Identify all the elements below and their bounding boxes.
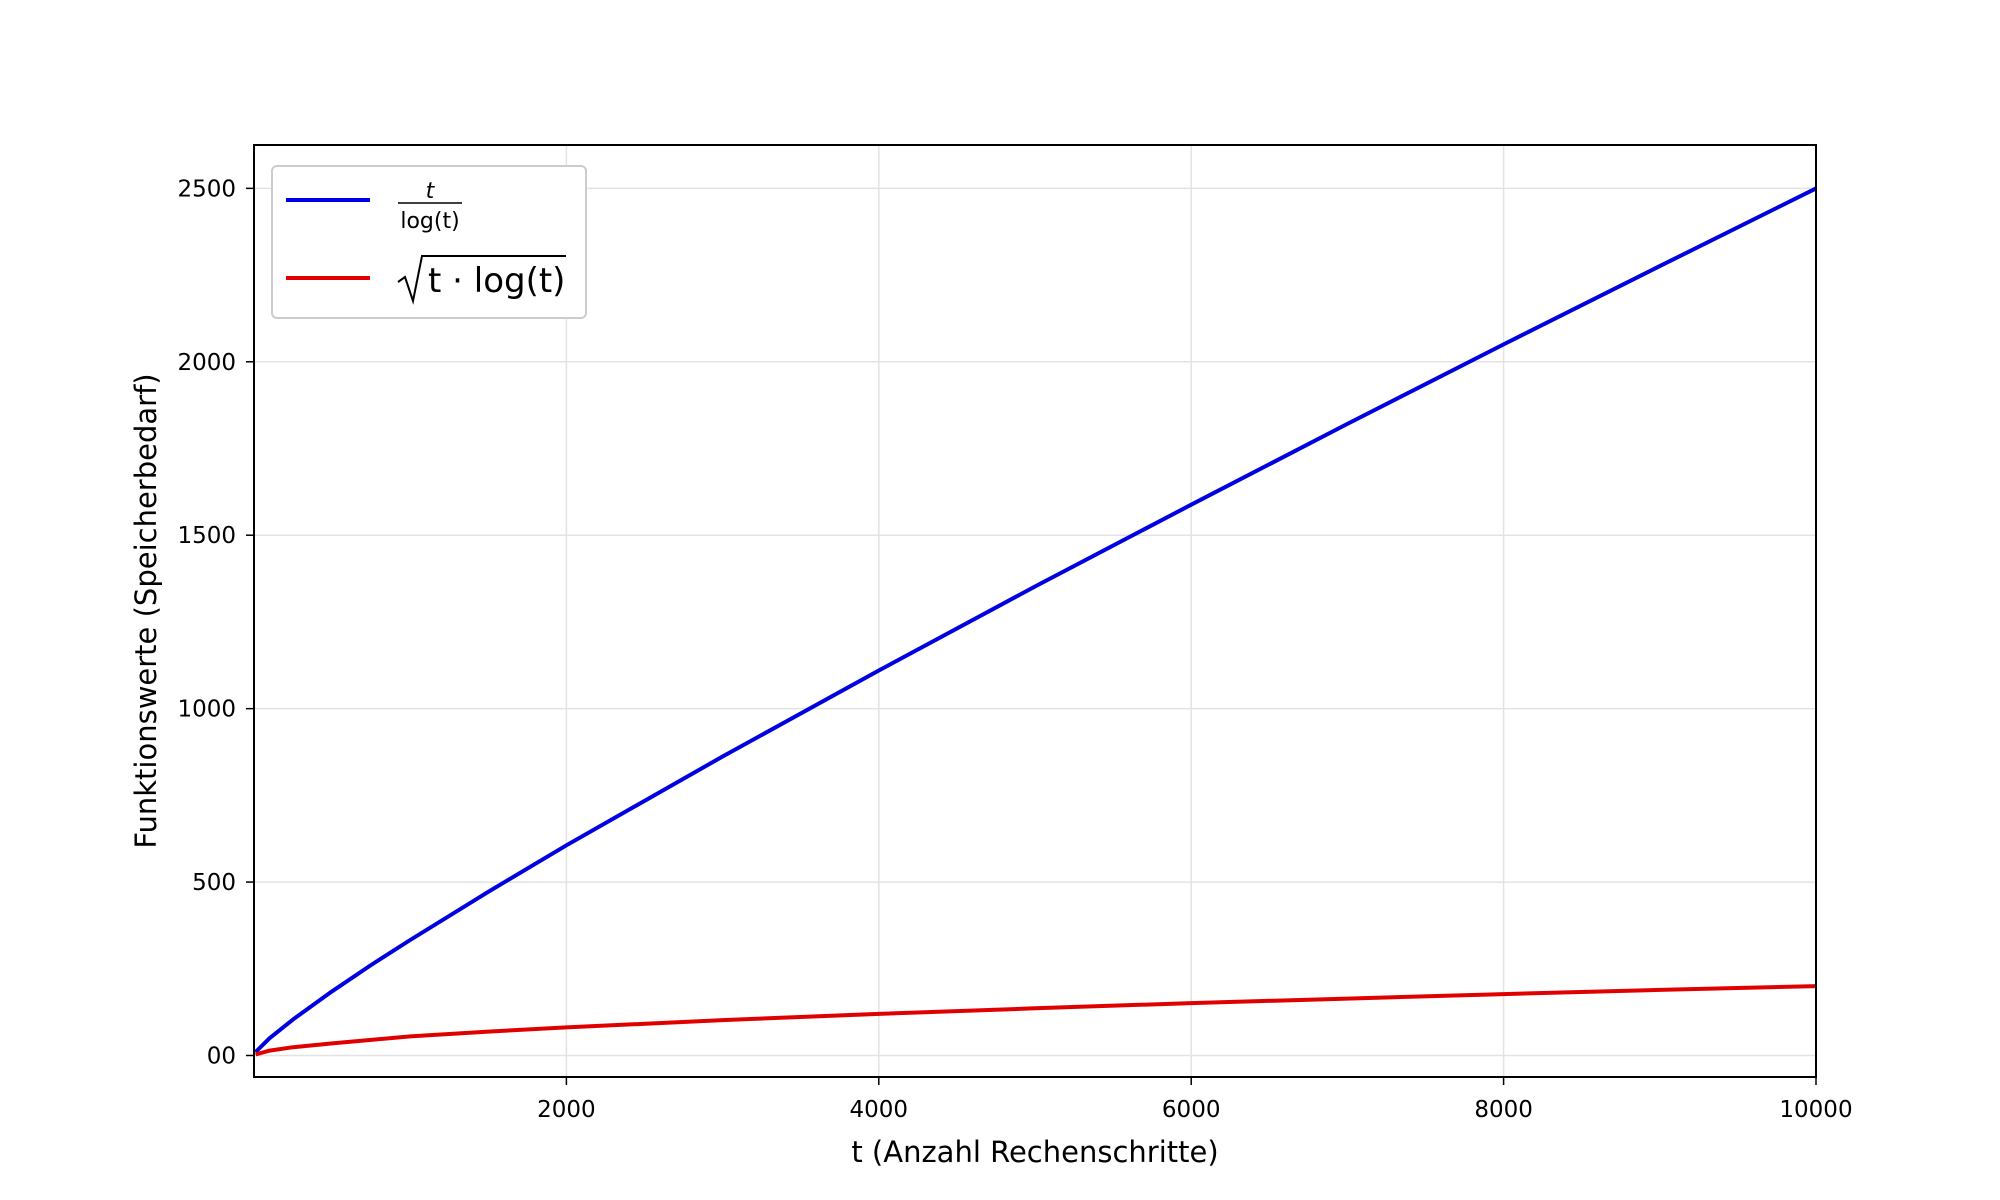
legend-label-series-2: t · log(t) xyxy=(428,261,565,301)
x-tick-label-1: 4000 xyxy=(850,1097,909,1123)
series-lines xyxy=(254,186,1817,1057)
y-tick-label-5: 2500 xyxy=(177,176,236,202)
x-tick-label-4: 10000 xyxy=(1779,1097,1852,1123)
y-tick-label-0: 00 xyxy=(207,1043,236,1069)
legend-label-series-1-numerator: t xyxy=(426,179,436,204)
y-tick-label-3: 1500 xyxy=(177,523,236,549)
x-axis-label: t (Anzahl Rechenschritte) xyxy=(851,1135,1218,1169)
series-line-2 xyxy=(255,984,1817,1057)
series-line-1 xyxy=(254,186,1817,1054)
y-tick-label-2: 1000 xyxy=(177,697,236,723)
x-tick-label-2: 6000 xyxy=(1162,1097,1221,1123)
y-axis-ticks: 00 500 1000 1500 2000 2500 xyxy=(177,176,254,1069)
x-axis-ticks: 2000 4000 6000 8000 10000 xyxy=(537,1077,1853,1123)
y-tick-label-4: 2000 xyxy=(177,350,236,376)
y-tick-label-1: 500 xyxy=(192,870,236,896)
legend-sqrt-sign xyxy=(397,255,566,305)
legend-label-series-1-denominator: log(t) xyxy=(400,209,459,234)
legend: t log(t) t · log(t) xyxy=(271,165,587,319)
y-axis-label: Funktionswerte (Speicherbedarf) xyxy=(129,373,163,848)
plot-frame xyxy=(253,144,1817,1078)
x-tick-label-0: 2000 xyxy=(537,1097,596,1123)
x-tick-label-3: 8000 xyxy=(1474,1097,1533,1123)
